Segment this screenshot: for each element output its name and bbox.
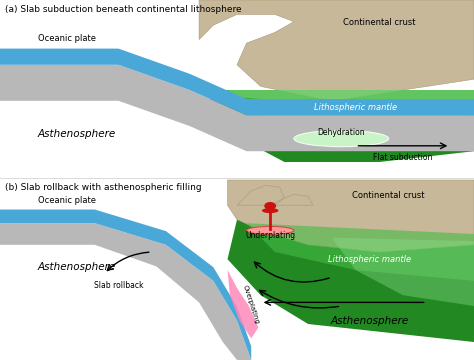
Text: Lithospheric mantle: Lithospheric mantle: [328, 255, 411, 264]
Polygon shape: [0, 210, 251, 360]
Text: Continental crust: Continental crust: [353, 191, 425, 200]
Text: (b) Slab rollback with asthenospheric filling: (b) Slab rollback with asthenospheric fi…: [5, 183, 201, 192]
Text: Underplating: Underplating: [245, 231, 295, 240]
Ellipse shape: [262, 208, 279, 213]
Polygon shape: [246, 223, 474, 281]
Polygon shape: [0, 223, 251, 360]
Polygon shape: [213, 90, 474, 122]
Text: (a) Slab subduction beneath continental lithosphere: (a) Slab subduction beneath continental …: [5, 5, 241, 14]
Polygon shape: [228, 270, 258, 338]
Polygon shape: [228, 180, 474, 252]
Text: Oceanic plate: Oceanic plate: [38, 197, 96, 206]
Text: Oceanic plate: Oceanic plate: [38, 35, 96, 44]
Text: Overplating: Overplating: [242, 284, 260, 325]
Polygon shape: [332, 238, 474, 306]
Text: Slab rollback: Slab rollback: [94, 281, 143, 290]
Polygon shape: [204, 90, 474, 162]
Text: Asthenosphere: Asthenosphere: [330, 316, 409, 326]
Polygon shape: [0, 49, 474, 115]
Polygon shape: [237, 185, 284, 205]
Text: Asthenosphere: Asthenosphere: [38, 262, 116, 272]
Ellipse shape: [264, 202, 276, 210]
Text: Lithospheric mantle: Lithospheric mantle: [314, 104, 397, 112]
Polygon shape: [275, 194, 313, 205]
Polygon shape: [228, 220, 474, 342]
Text: Dehydration: Dehydration: [318, 128, 365, 137]
Polygon shape: [199, 0, 474, 101]
Text: Flat subduction: Flat subduction: [373, 153, 433, 162]
Text: Continental crust: Continental crust: [343, 18, 415, 27]
Ellipse shape: [294, 130, 389, 147]
Text: Asthenosphere: Asthenosphere: [38, 129, 116, 139]
Polygon shape: [228, 90, 474, 104]
Polygon shape: [0, 65, 474, 151]
Ellipse shape: [246, 226, 294, 234]
